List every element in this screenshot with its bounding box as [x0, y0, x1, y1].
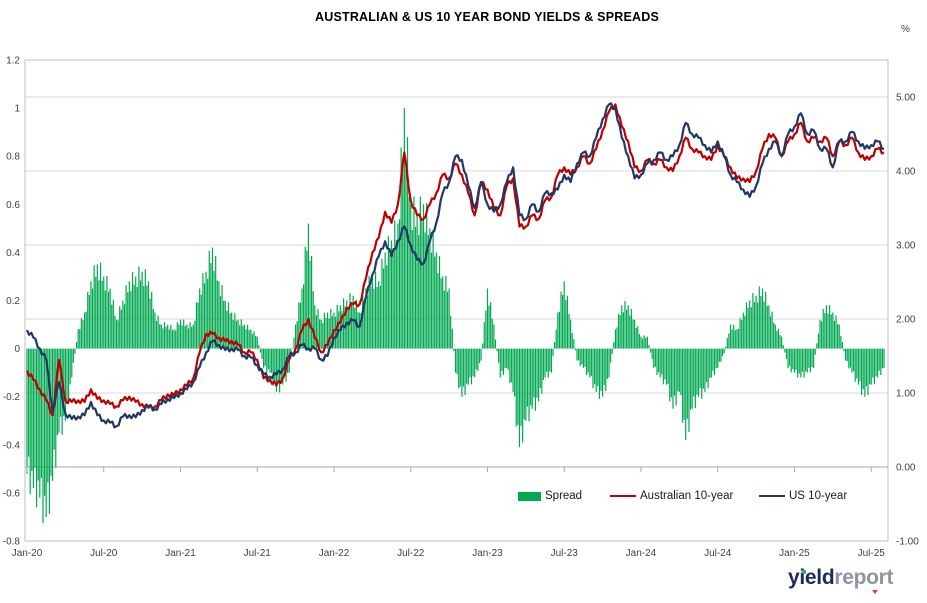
- svg-text:0.4: 0.4: [6, 248, 20, 259]
- svg-text:0: 0: [14, 344, 20, 355]
- svg-text:1: 1: [14, 104, 20, 115]
- chart-title: AUSTRALIAN & US 10 YEAR BOND YIELDS & SP…: [314, 10, 660, 24]
- svg-text:Jul-21: Jul-21: [244, 548, 272, 559]
- logo-yield-text: yield: [788, 566, 835, 589]
- svg-text:0.8: 0.8: [6, 152, 20, 163]
- svg-text:3.00: 3.00: [896, 241, 916, 252]
- svg-text:1.00: 1.00: [896, 389, 916, 400]
- svg-text:-0.6: -0.6: [3, 488, 21, 499]
- svg-text:-1.00: -1.00: [896, 537, 919, 548]
- svg-text:Jul-25: Jul-25: [858, 548, 886, 559]
- logo-report-text: report: [834, 566, 894, 589]
- spread-swatch-icon: [518, 491, 541, 501]
- legend-item-spread: Spread: [518, 489, 582, 503]
- svg-text:Jan-20: Jan-20: [12, 548, 43, 559]
- svg-text:0.00: 0.00: [896, 463, 916, 474]
- svg-text:Jul-24: Jul-24: [704, 548, 732, 559]
- svg-text:2.00: 2.00: [896, 315, 916, 326]
- legend-label-us: US 10-year: [789, 490, 848, 502]
- svg-text:0.6: 0.6: [6, 200, 20, 211]
- svg-text:5.00: 5.00: [896, 93, 916, 104]
- svg-text:Jan-23: Jan-23: [472, 548, 503, 559]
- svg-text:-0.4: -0.4: [3, 440, 21, 451]
- yieldreport-logo: yieldreport: [788, 566, 894, 594]
- svg-text:-0.8: -0.8: [3, 537, 21, 548]
- svg-text:Jul-23: Jul-23: [551, 548, 579, 559]
- svg-text:1.2: 1.2: [6, 56, 20, 67]
- svg-text:4.00: 4.00: [896, 167, 916, 178]
- svg-text:0.2: 0.2: [6, 296, 20, 307]
- right-axis-unit-label: %: [901, 24, 910, 35]
- svg-text:Jan-24: Jan-24: [626, 548, 657, 559]
- legend-item-australian-10-year: Australian 10-year: [610, 489, 733, 503]
- logo-green-dot-icon: [802, 570, 806, 574]
- svg-text:Jan-21: Jan-21: [165, 548, 196, 559]
- svg-text:Jan-22: Jan-22: [319, 548, 350, 559]
- us-line-swatch-icon: [759, 494, 785, 498]
- svg-text:Jan-25: Jan-25: [779, 548, 810, 559]
- legend-item-us-10-year: US 10-year: [759, 489, 847, 503]
- australian-line-swatch-icon: [610, 494, 636, 498]
- legend-label-spread: Spread: [545, 490, 583, 502]
- svg-text:-0.2: -0.2: [3, 392, 21, 403]
- svg-text:Jul-22: Jul-22: [397, 548, 425, 559]
- svg-text:Jul-20: Jul-20: [90, 548, 118, 559]
- logo-red-triangle-icon: [872, 590, 878, 594]
- legend-label-australian: Australian 10-year: [640, 490, 734, 502]
